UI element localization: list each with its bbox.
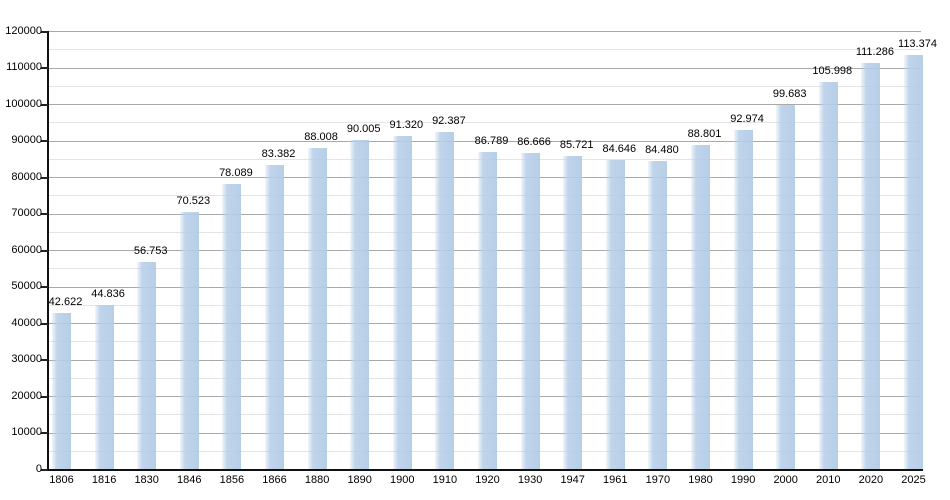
bar bbox=[648, 160, 668, 469]
y-tick-label: 10000 bbox=[11, 426, 42, 438]
bar-value-label: 78.089 bbox=[219, 166, 253, 179]
bar bbox=[818, 82, 838, 469]
y-axis-tick bbox=[41, 176, 48, 179]
bar bbox=[861, 62, 881, 469]
gridline-major bbox=[49, 31, 921, 32]
bar bbox=[563, 156, 583, 469]
bar-value-label: 88.008 bbox=[304, 130, 338, 143]
bar bbox=[52, 313, 71, 469]
bar bbox=[733, 129, 753, 469]
bar-value-label: 85.721 bbox=[559, 139, 594, 152]
y-tick-label: 70000 bbox=[11, 207, 42, 219]
y-axis-tick bbox=[41, 286, 48, 288]
bar-value-label: 42.622 bbox=[48, 296, 83, 309]
x-tick-label: 1890 bbox=[347, 474, 372, 486]
x-tick-label: 1856 bbox=[219, 474, 245, 486]
y-axis-tick bbox=[41, 322, 48, 325]
bar bbox=[435, 131, 455, 469]
y-tick-label: 40000 bbox=[11, 316, 42, 329]
x-tick-label: 1980 bbox=[688, 474, 713, 486]
y-axis-tick bbox=[41, 30, 48, 33]
bar-value-label: 44.836 bbox=[91, 288, 125, 301]
bar-value-label: 84.646 bbox=[602, 143, 637, 156]
y-axis-tick bbox=[41, 468, 48, 471]
bar bbox=[520, 152, 540, 469]
y-tick-label: 110000 bbox=[6, 61, 42, 73]
x-tick-label: 1830 bbox=[134, 474, 159, 486]
bar bbox=[691, 144, 710, 469]
x-tick-label: 1990 bbox=[730, 474, 756, 486]
x-tick-label: 1866 bbox=[262, 474, 287, 486]
y-axis-tick bbox=[41, 359, 48, 361]
bar bbox=[137, 261, 157, 469]
gridline-major bbox=[49, 104, 921, 105]
bar-value-label: 86.666 bbox=[517, 135, 551, 148]
x-tick-label: 1970 bbox=[645, 474, 671, 486]
x-tick-label: 2025 bbox=[901, 474, 926, 486]
y-tick-label: 90000 bbox=[11, 134, 42, 146]
bar bbox=[904, 55, 923, 469]
gridline-major bbox=[49, 67, 921, 69]
bar-value-label: 86.789 bbox=[474, 135, 509, 148]
y-tick-label: 80000 bbox=[11, 170, 42, 183]
bar bbox=[94, 305, 114, 469]
bar-value-label: 56.753 bbox=[133, 244, 168, 257]
x-tick-label: 1961 bbox=[603, 474, 628, 486]
x-axis-line bbox=[47, 469, 923, 471]
x-tick-label: 1846 bbox=[177, 474, 202, 486]
bar-value-label: 90.005 bbox=[346, 123, 381, 136]
bar bbox=[222, 183, 242, 469]
bar-value-label: 113.374 bbox=[898, 38, 937, 51]
bar-value-label: 70.523 bbox=[176, 194, 211, 207]
x-tick-label: 1930 bbox=[517, 474, 543, 486]
y-tick-label: 0 bbox=[35, 462, 42, 475]
y-axis-tick bbox=[41, 103, 48, 106]
bar bbox=[179, 211, 199, 469]
bar-value-label: 84.480 bbox=[645, 143, 679, 156]
x-tick-label: 1910 bbox=[432, 474, 458, 486]
bar-value-label: 91.320 bbox=[389, 118, 424, 131]
y-tick-label: 20000 bbox=[11, 389, 42, 402]
bar-value-label: 83.382 bbox=[261, 147, 296, 160]
gridline-minor bbox=[49, 85, 921, 87]
y-tick-label: 100000 bbox=[5, 97, 42, 110]
bar bbox=[776, 105, 796, 469]
gridline-minor bbox=[49, 49, 921, 51]
y-tick-label: 50000 bbox=[11, 280, 42, 292]
bar bbox=[350, 140, 370, 469]
x-tick-label: 2020 bbox=[858, 474, 884, 486]
x-tick-label: 1806 bbox=[49, 474, 74, 486]
y-axis-tick bbox=[41, 140, 48, 142]
gridline-minor bbox=[49, 122, 921, 124]
y-tick-label: 120000 bbox=[5, 24, 42, 37]
x-tick-label: 1900 bbox=[390, 474, 415, 486]
bar-value-label: 92.974 bbox=[730, 112, 764, 125]
x-tick-label: 1880 bbox=[304, 474, 330, 486]
y-tick-label: 30000 bbox=[11, 353, 42, 365]
bar-value-label: 99.683 bbox=[772, 88, 807, 101]
x-tick-label: 1816 bbox=[91, 474, 117, 486]
bar bbox=[605, 160, 625, 469]
x-tick-label: 1920 bbox=[475, 474, 500, 486]
y-axis-tick bbox=[41, 67, 48, 69]
bar-value-label: 111.286 bbox=[855, 45, 894, 58]
y-axis-line bbox=[47, 31, 49, 471]
bar bbox=[265, 164, 284, 469]
gridline-major bbox=[49, 140, 921, 142]
y-axis-tick bbox=[41, 213, 48, 215]
x-tick-label: 2000 bbox=[773, 474, 798, 486]
y-tick-label: 60000 bbox=[11, 243, 42, 256]
y-axis-tick bbox=[41, 432, 48, 434]
x-tick-label: 1947 bbox=[560, 474, 585, 486]
bar-value-label: 92.387 bbox=[432, 114, 466, 127]
x-tick-label: 2010 bbox=[816, 474, 841, 486]
bar bbox=[392, 135, 412, 469]
bar bbox=[478, 152, 497, 469]
bar-value-label: 105.998 bbox=[812, 65, 853, 78]
bar-value-label: 88.801 bbox=[687, 127, 722, 140]
y-axis-tick bbox=[41, 249, 48, 252]
bar bbox=[307, 147, 327, 469]
y-axis-tick bbox=[41, 395, 48, 398]
